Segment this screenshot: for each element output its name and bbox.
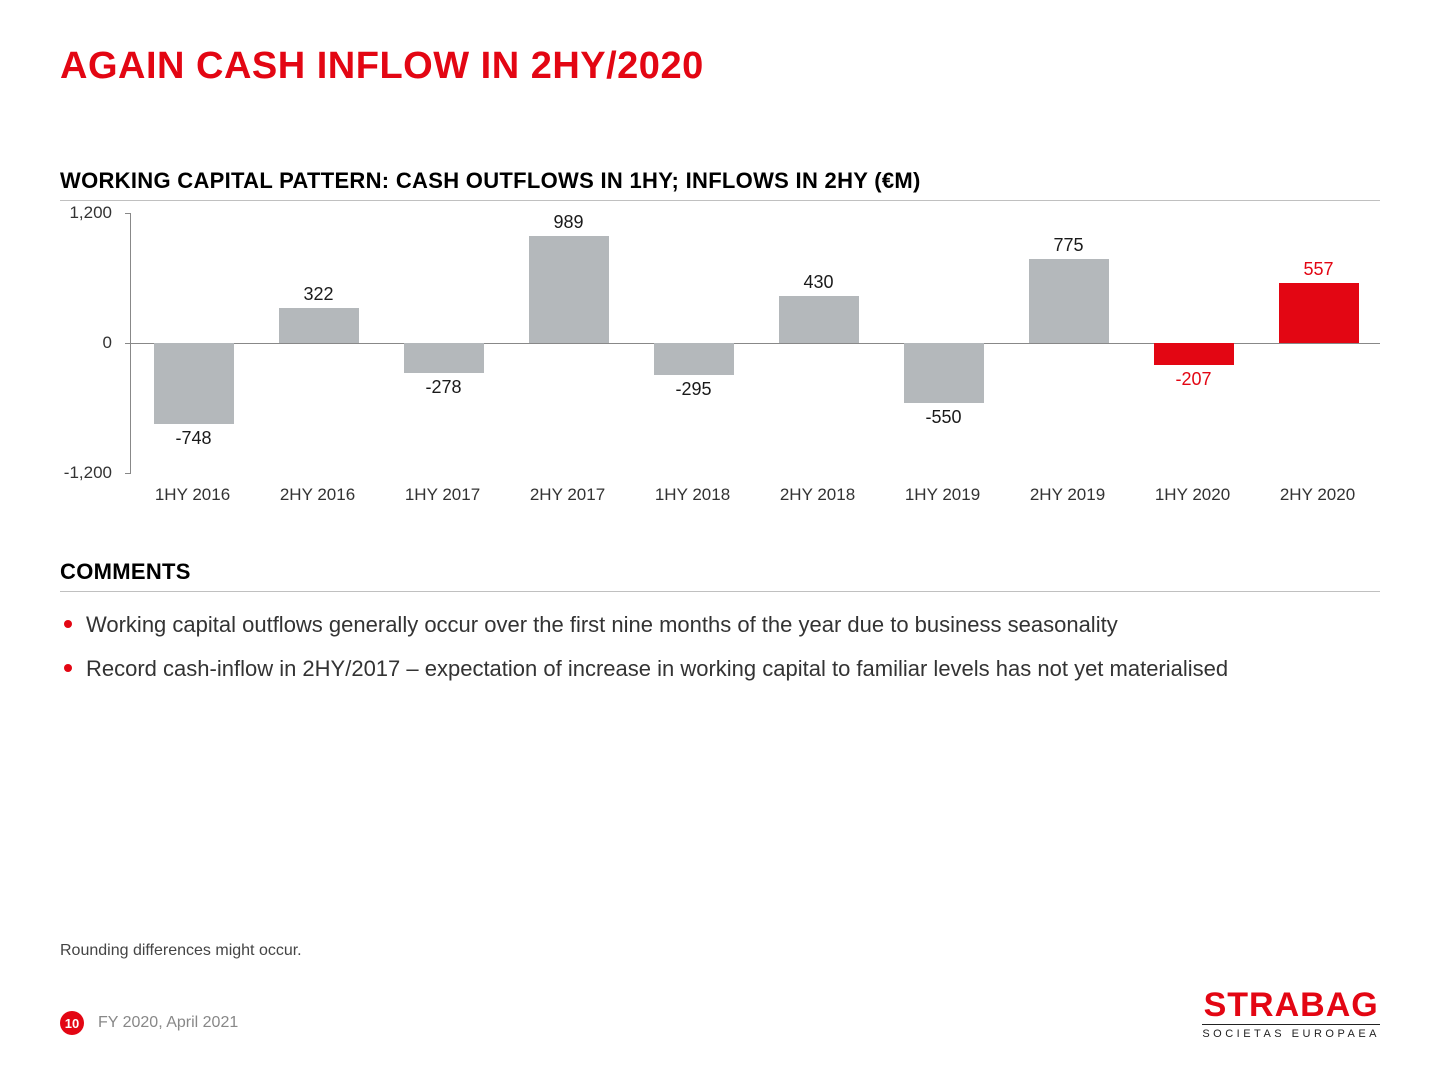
y-tick-label: 1,200 bbox=[69, 203, 112, 223]
bar bbox=[279, 308, 359, 343]
x-axis-label: 1HY 2019 bbox=[883, 485, 1003, 505]
bar-value-label: -748 bbox=[134, 428, 254, 449]
x-axis-label: 2HY 2020 bbox=[1258, 485, 1378, 505]
logo-subtext: SOCIETAS EUROPAEA bbox=[1202, 1024, 1380, 1040]
slide-footer: 10 FY 2020, April 2021 bbox=[60, 1011, 238, 1035]
chart-plot-area: -748 322 -278 989 -295 430 -550 775 -207 557 bbox=[130, 213, 1380, 473]
bar-value-label: 989 bbox=[509, 212, 629, 233]
bar-value-label: 322 bbox=[259, 284, 379, 305]
bar bbox=[529, 236, 609, 343]
bar-value-label: -550 bbox=[884, 407, 1004, 428]
x-axis-label: 1HY 2018 bbox=[633, 485, 753, 505]
chart-subtitle: WORKING CAPITAL PATTERN: CASH OUTFLOWS I… bbox=[60, 168, 1380, 201]
bar bbox=[1029, 259, 1109, 343]
bar bbox=[404, 343, 484, 373]
bullet-icon bbox=[64, 620, 72, 628]
bar-value-label: -278 bbox=[384, 377, 504, 398]
comments-list: Working capital outflows generally occur… bbox=[60, 610, 1380, 683]
y-axis: -1,20001,200 bbox=[60, 213, 120, 473]
bar bbox=[904, 343, 984, 403]
comment-text: Working capital outflows generally occur… bbox=[86, 610, 1118, 640]
logo-text: STRABAG bbox=[1202, 988, 1380, 1022]
x-axis-label: 1HY 2016 bbox=[133, 485, 253, 505]
x-axis-label: 1HY 2017 bbox=[383, 485, 503, 505]
x-axis-label: 2HY 2019 bbox=[1008, 485, 1128, 505]
bar-value-label: 430 bbox=[759, 272, 879, 293]
y-tick-label: -1,200 bbox=[64, 463, 112, 483]
page-number-badge: 10 bbox=[60, 1011, 84, 1035]
bar-value-label: -207 bbox=[1134, 369, 1254, 390]
comment-item: Record cash-inflow in 2HY/2017 – expecta… bbox=[64, 654, 1380, 684]
comment-item: Working capital outflows generally occur… bbox=[64, 610, 1380, 640]
bar bbox=[1279, 283, 1359, 343]
strabag-logo: STRABAG SOCIETAS EUROPAEA bbox=[1202, 988, 1380, 1040]
footer-text: FY 2020, April 2021 bbox=[98, 1014, 238, 1032]
bullet-icon bbox=[64, 664, 72, 672]
working-capital-chart: -1,20001,200 -748 322 -278 989 -295 430 -550 77… bbox=[60, 213, 1380, 513]
bar-value-label: -295 bbox=[634, 379, 754, 400]
x-axis-label: 2HY 2018 bbox=[758, 485, 878, 505]
x-axis-labels: 1HY 20162HY 20161HY 20172HY 20171HY 2018… bbox=[130, 479, 1380, 513]
x-axis-label: 1HY 2020 bbox=[1133, 485, 1253, 505]
x-axis-label: 2HY 2016 bbox=[258, 485, 378, 505]
page-title: AGAIN CASH INFLOW IN 2HY/2020 bbox=[60, 45, 1380, 88]
slide: AGAIN CASH INFLOW IN 2HY/2020 WORKING CA… bbox=[0, 0, 1440, 1080]
bar bbox=[779, 296, 859, 343]
footnote: Rounding differences might occur. bbox=[60, 942, 302, 960]
comments-heading: COMMENTS bbox=[60, 559, 1380, 592]
bar-value-label: 557 bbox=[1259, 259, 1379, 280]
bar bbox=[654, 343, 734, 375]
bar bbox=[154, 343, 234, 424]
y-tick-label: 0 bbox=[103, 333, 112, 353]
bar bbox=[1154, 343, 1234, 365]
x-axis-label: 2HY 2017 bbox=[508, 485, 628, 505]
bar-value-label: 775 bbox=[1009, 235, 1129, 256]
comment-text: Record cash-inflow in 2HY/2017 – expecta… bbox=[86, 654, 1228, 684]
